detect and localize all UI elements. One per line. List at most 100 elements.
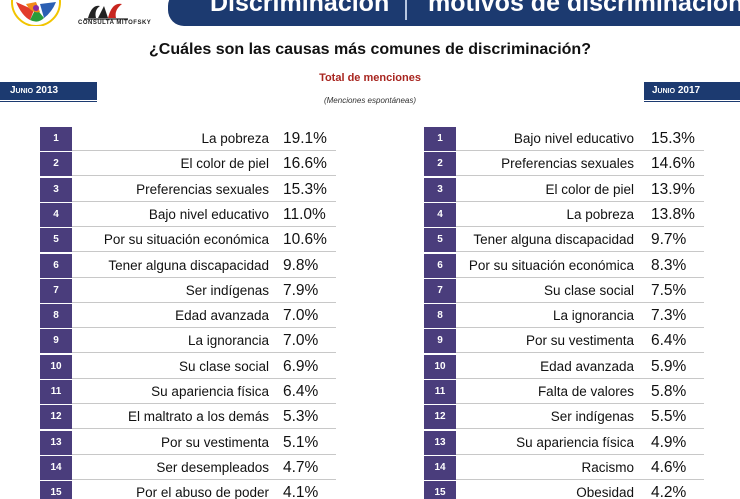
banner-title-left: Discriminación (210, 0, 390, 17)
cause-label: Racismo (581, 459, 634, 475)
rank-cell: 10 (40, 354, 72, 379)
rank-cell: 12 (40, 405, 72, 430)
row-divider (456, 150, 704, 151)
table-row: 15 Por el abuso de poder 4.1% (40, 481, 336, 499)
table-row: 5 Por su situación económica 10.6% (40, 228, 336, 253)
rank-cell: 14 (424, 455, 456, 480)
percentage-value: 7.0% (283, 332, 319, 350)
percentage-value: 5.8% (651, 383, 687, 400)
percentage-value: 8.3% (651, 256, 687, 274)
rank-cell: 13 (424, 430, 456, 455)
banner-title-right: motivos de discriminación (428, 0, 740, 17)
table-row: 6 Tener alguna discapacidad 9.8% (40, 253, 336, 278)
percentage-value: 5.9% (651, 357, 687, 375)
percentage-value: 6.9% (283, 357, 319, 375)
cause-label: Por su situación económica (468, 257, 634, 273)
row-divider (72, 352, 336, 354)
rank-cell: 11 (40, 380, 72, 404)
cause-label: La ignorancia (187, 333, 269, 349)
cause-label: La pobreza (566, 206, 634, 222)
row-divider (456, 377, 704, 379)
rank-cell: 2 (40, 152, 72, 177)
rank-cell: 15 (40, 481, 72, 499)
row-divider (72, 301, 336, 303)
percentage-value: 11.0% (283, 205, 326, 223)
cause-label: Su apariencia física (516, 434, 634, 450)
period-tag-left: Junio 2013 (0, 82, 97, 100)
row-divider (456, 301, 704, 303)
table-row: 6 Por su situación económica 8.3% (424, 253, 704, 278)
table-row: 7 Ser indígenas 7.9% (40, 278, 336, 303)
cause-label: Su clase social (178, 358, 269, 374)
cause-label: Edad avanzada (540, 358, 634, 374)
table-row: 11 Su apariencia física 6.4% (40, 380, 336, 404)
percentage-value: 6.4% (283, 383, 319, 400)
row-divider (456, 352, 704, 354)
row-divider (72, 225, 336, 227)
table-row: 7 Su clase social 7.5% (424, 278, 704, 303)
cause-label: El color de piel (545, 181, 634, 197)
table-row: 1 La pobreza 19.1% (40, 127, 336, 151)
percentage-value: 14.6% (651, 155, 695, 173)
percentage-value: 4.2% (651, 484, 687, 499)
rank-cell: 2 (424, 152, 456, 177)
row-divider (72, 276, 336, 278)
rank-cell: 13 (40, 430, 72, 455)
row-divider (456, 453, 704, 455)
row-divider (72, 175, 336, 177)
percentage-value: 9.7% (651, 231, 687, 249)
cause-label: Obesidad (576, 485, 634, 499)
rank-cell: 1 (424, 127, 456, 151)
banner-divider (405, 0, 407, 20)
period-tag-right: Junio 2017 (644, 82, 740, 100)
percentage-value: 5.5% (651, 408, 687, 426)
percentage-value: 5.1% (283, 433, 319, 451)
rank-cell: 10 (424, 354, 456, 379)
table-row: 4 La pobreza 13.8% (424, 202, 704, 227)
rank-cell: 6 (424, 253, 456, 278)
percentage-value: 10.6% (283, 231, 327, 249)
table-row: 2 Preferencias sexuales 14.6% (424, 152, 704, 177)
row-divider (72, 327, 336, 329)
cause-label: Por el abuso de poder (136, 485, 269, 499)
percentage-value: 9.8% (283, 256, 319, 274)
row-divider (456, 200, 704, 202)
cause-label: Ser indígenas (185, 282, 269, 298)
row-divider (72, 453, 336, 455)
row-divider (456, 251, 704, 253)
table-row: 9 Por su vestimenta 6.4% (424, 329, 704, 354)
row-divider (456, 403, 704, 404)
cause-label: El color de piel (180, 156, 269, 172)
header-banner (168, 0, 740, 26)
rank-cell: 11 (424, 380, 456, 404)
rank-cell: 3 (424, 177, 456, 202)
percentage-value: 15.3% (651, 130, 695, 147)
percentage-value: 7.3% (651, 307, 687, 325)
percentage-value: 16.6% (283, 155, 327, 173)
table-row: 13 Por su vestimenta 5.1% (40, 430, 336, 455)
table-row: 3 Preferencias sexuales 15.3% (40, 177, 336, 202)
table-row: 1 Bajo nivel educativo 15.3% (424, 127, 704, 151)
percentage-value: 4.6% (651, 458, 687, 476)
cause-label: Por su vestimenta (160, 434, 269, 450)
percentage-value: 4.7% (283, 458, 319, 476)
percentage-value: 6.4% (651, 332, 687, 350)
cause-label: Bajo nivel educativo (513, 131, 634, 146)
rank-cell: 9 (424, 329, 456, 354)
table-row: 14 Racismo 4.6% (424, 455, 704, 480)
row-divider (456, 428, 704, 430)
cause-label: La pobreza (201, 131, 269, 146)
mitofsky-logo-icon (84, 3, 128, 20)
rank-cell: 14 (40, 455, 72, 480)
cause-label: Preferencias sexuales (501, 156, 634, 172)
table-row: 4 Bajo nivel educativo 11.0% (40, 202, 336, 227)
table-row: 13 Su apariencia física 4.9% (424, 430, 704, 455)
row-divider (456, 327, 704, 329)
table-row: 5 Tener alguna discapacidad 9.7% (424, 228, 704, 253)
spontaneous-note: (Menciones espontáneas) (323, 96, 417, 105)
logo-caption: CONSULTA MITOFSKY (78, 20, 152, 26)
row-divider (72, 377, 336, 379)
table-row: 3 El color de piel 13.9% (424, 177, 704, 202)
cause-label: Tener alguna discapacidad (473, 232, 634, 248)
rank-cell: 4 (40, 202, 72, 227)
